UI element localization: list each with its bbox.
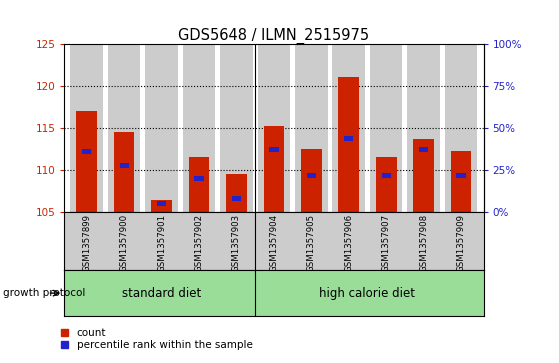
Text: GSM1357906: GSM1357906 xyxy=(344,214,353,272)
Bar xyxy=(344,135,353,140)
Bar xyxy=(220,44,253,212)
Bar xyxy=(108,212,140,270)
Bar xyxy=(120,163,129,168)
Bar xyxy=(269,147,278,152)
Bar xyxy=(258,212,290,270)
Bar xyxy=(445,212,477,270)
Bar xyxy=(220,212,253,270)
Bar xyxy=(376,158,396,212)
Text: high calorie diet: high calorie diet xyxy=(320,287,415,299)
Bar xyxy=(195,176,203,181)
Text: GSM1357901: GSM1357901 xyxy=(157,214,166,272)
Text: GSM1357907: GSM1357907 xyxy=(382,214,391,272)
Bar xyxy=(295,44,328,212)
Bar xyxy=(258,44,290,212)
Bar xyxy=(307,173,316,178)
Text: GSM1357908: GSM1357908 xyxy=(419,214,428,272)
Bar xyxy=(189,158,209,212)
Bar xyxy=(451,151,471,212)
Bar xyxy=(70,44,103,212)
Bar xyxy=(370,212,402,270)
Title: GDS5648 / ILMN_2515975: GDS5648 / ILMN_2515975 xyxy=(178,27,369,44)
Text: GSM1357905: GSM1357905 xyxy=(307,214,316,272)
Text: growth protocol: growth protocol xyxy=(3,288,85,298)
Bar xyxy=(145,212,178,270)
Text: GSM1357902: GSM1357902 xyxy=(195,214,203,272)
Legend: count, percentile rank within the sample: count, percentile rank within the sample xyxy=(61,328,253,350)
Bar xyxy=(301,149,321,212)
Bar xyxy=(408,212,440,270)
Bar xyxy=(419,147,428,152)
Bar xyxy=(70,212,103,270)
Text: GSM1357900: GSM1357900 xyxy=(120,214,129,272)
Bar xyxy=(413,139,434,212)
Bar xyxy=(333,212,365,270)
Bar xyxy=(157,201,166,207)
Bar xyxy=(339,77,359,212)
Text: GSM1357904: GSM1357904 xyxy=(269,214,278,272)
Bar xyxy=(333,44,365,212)
Text: GSM1357903: GSM1357903 xyxy=(232,214,241,272)
Bar xyxy=(77,111,97,212)
Bar xyxy=(264,126,284,212)
Bar xyxy=(226,174,247,212)
Bar xyxy=(114,132,135,212)
Bar xyxy=(108,44,140,212)
Bar xyxy=(183,212,215,270)
Bar xyxy=(457,173,466,178)
Bar xyxy=(445,44,477,212)
Bar xyxy=(151,200,172,212)
Bar xyxy=(370,44,402,212)
Bar xyxy=(408,44,440,212)
Bar xyxy=(145,44,178,212)
Text: GSM1357909: GSM1357909 xyxy=(457,214,466,272)
Bar xyxy=(183,44,215,212)
Text: GSM1357899: GSM1357899 xyxy=(82,214,91,272)
Bar xyxy=(295,212,328,270)
Bar xyxy=(82,149,91,154)
Text: standard diet: standard diet xyxy=(122,287,201,299)
Bar xyxy=(232,196,241,201)
Bar xyxy=(382,173,391,178)
